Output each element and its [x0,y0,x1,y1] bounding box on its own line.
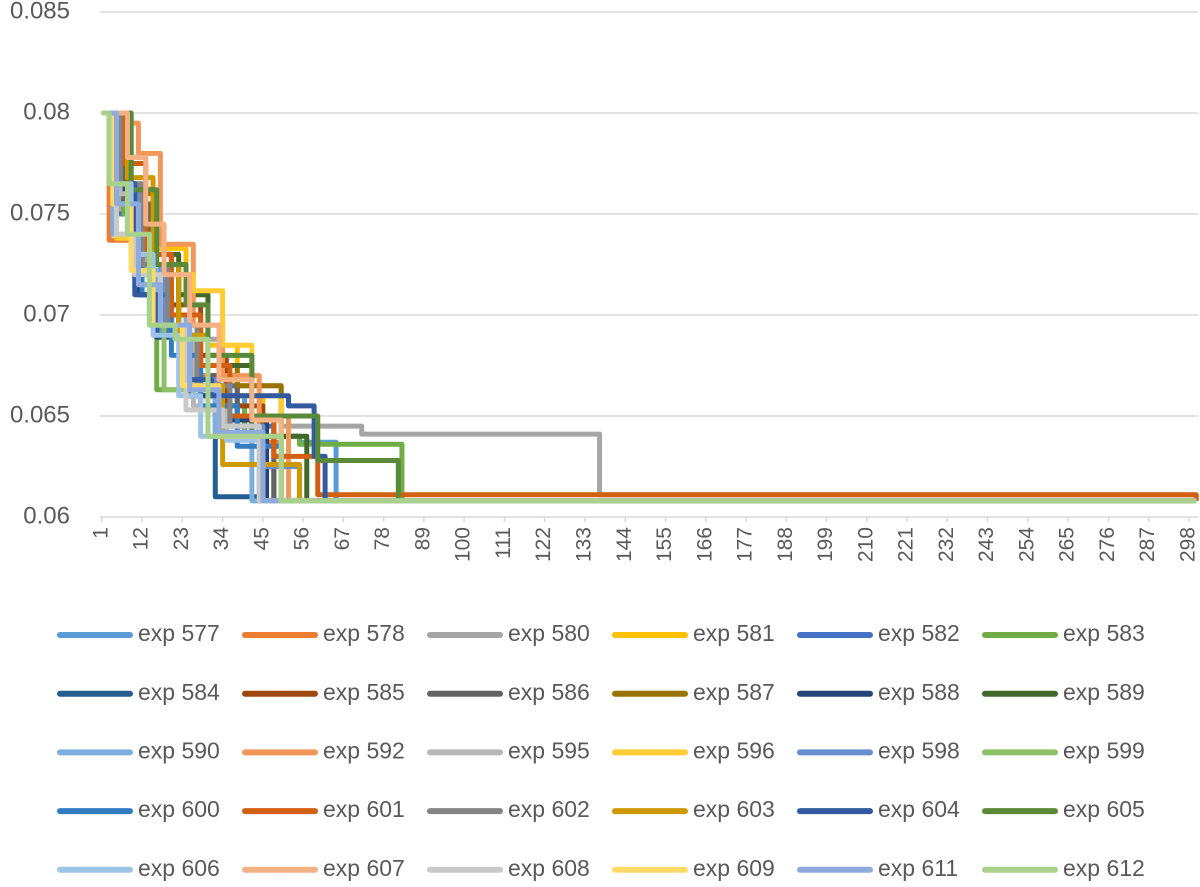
legend-label: exp 596 [693,737,775,763]
y-tick-label: 0.06 [23,502,70,529]
x-tick-label: 45 [250,527,273,550]
x-tick-label: 188 [774,527,797,562]
legend-label: exp 609 [693,855,775,881]
x-tick-label: 243 [975,527,998,562]
series-line [101,110,1199,501]
x-tick-label: 133 [572,527,595,562]
x-tick-label: 56 [291,527,314,550]
legend-label: exp 595 [508,737,590,763]
y-tick-label: 0.075 [10,199,70,226]
legend-label: exp 588 [878,679,960,705]
series-line [101,110,1197,504]
legend-label: exp 603 [693,796,775,822]
legend-label: exp 607 [323,855,405,881]
legend-label: exp 602 [508,796,590,822]
x-tick-label: 144 [613,527,636,562]
y-tick-label: 0.08 [23,98,70,125]
legend-label: exp 589 [1063,679,1145,705]
legend-label: exp 605 [1063,796,1145,822]
y-tick-label: 0.07 [23,300,70,327]
x-tick-label: 89 [411,527,434,550]
legend-label: exp 584 [138,679,220,705]
x-tick-label: 166 [693,527,716,562]
x-tick-label: 34 [210,527,233,551]
x-tick-label: 221 [895,527,918,562]
legend-label: exp 600 [138,796,220,822]
legend-label: exp 608 [508,855,590,881]
x-tick-label: 122 [532,527,555,562]
x-tick-label: 23 [170,527,193,550]
legend-label: exp 606 [138,855,220,881]
x-tick-label: 210 [854,527,877,562]
legend-label: exp 582 [878,620,960,646]
legend-label: exp 598 [878,737,960,763]
series-line [101,110,1197,504]
x-tick-label: 287 [1136,527,1159,562]
x-tick-label: 254 [1015,527,1038,562]
x-tick-label: 1 [89,527,112,539]
legend-label: exp 580 [508,620,590,646]
x-tick-label: 298 [1176,527,1199,562]
legend-label: exp 586 [508,679,590,705]
x-tick-label: 100 [452,527,475,562]
legend-label: exp 611 [878,855,958,881]
x-tick-label: 12 [130,527,153,550]
x-tick-label: 67 [331,527,354,550]
x-tick-label: 199 [814,527,837,562]
x-tick-label: 265 [1056,527,1079,562]
legend-label: exp 583 [1063,620,1145,646]
legend-label: exp 585 [323,679,405,705]
legend-label: exp 604 [878,796,960,822]
series-line [101,110,1197,504]
y-tick-label: 0.065 [10,401,70,428]
legend-label: exp 587 [693,679,775,705]
legend-label: exp 592 [323,737,405,763]
x-tick-label: 155 [653,527,676,562]
x-tick-label: 276 [1096,527,1119,562]
x-tick-label: 232 [935,527,958,562]
legend-label: exp 601 [323,796,405,822]
x-tick-label: 78 [371,527,394,550]
legend-label: exp 590 [138,737,220,763]
legend-label: exp 599 [1063,737,1145,763]
legend-label: exp 581 [693,620,775,646]
legend-label: exp 578 [323,620,405,646]
x-tick-label: 111 [492,527,515,559]
x-tick-label: 177 [734,527,757,562]
y-tick-label: 0.085 [10,0,70,24]
legend-label: exp 612 [1063,855,1145,881]
legend-label: exp 577 [138,620,220,646]
